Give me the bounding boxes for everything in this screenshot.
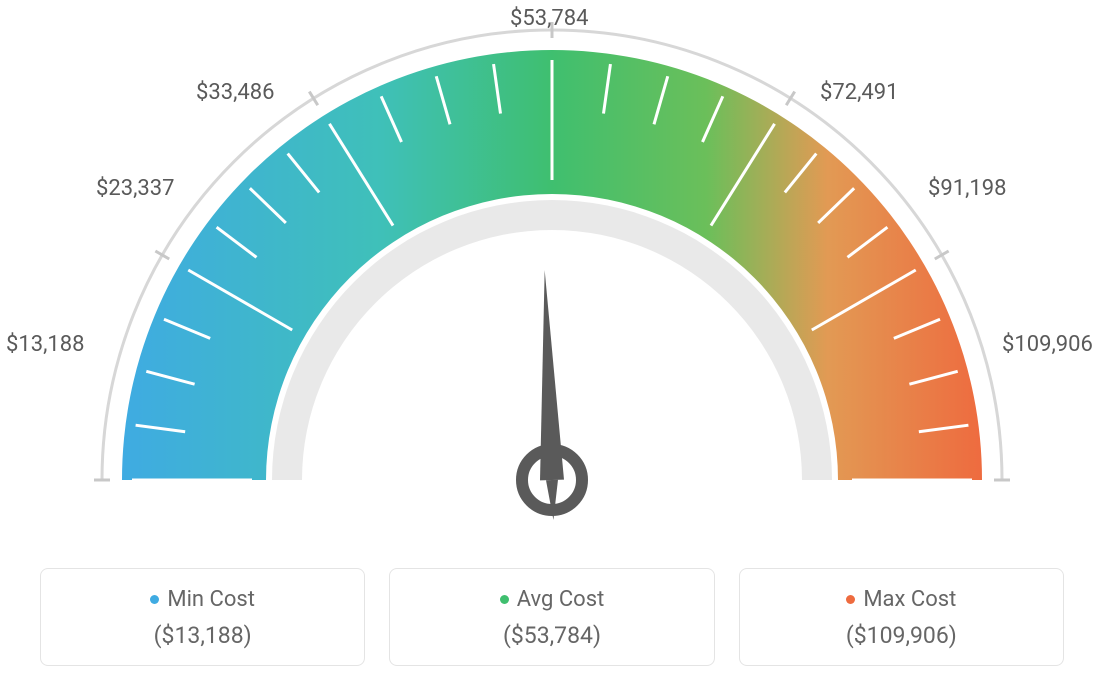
legend-title-text: Min Cost bbox=[167, 587, 255, 612]
legend-title-avg: Avg Cost bbox=[500, 587, 605, 612]
gauge-scale-label: $109,906 bbox=[1002, 332, 1093, 357]
dot-icon bbox=[150, 595, 159, 604]
legend-title-text: Avg Cost bbox=[517, 587, 605, 612]
cost-gauge-chart: $13,188 $23,337 $33,486 $53,784 $72,491 $91,1… bbox=[0, 0, 1104, 560]
legend-title-min: Min Cost bbox=[150, 587, 255, 612]
legend-title-text: Max Cost bbox=[863, 587, 956, 612]
gauge-scale-label: $91,198 bbox=[928, 176, 1007, 201]
legend-card-min: Min Cost ($13,188) bbox=[40, 568, 365, 666]
legend-value-max: ($109,906) bbox=[750, 622, 1053, 649]
legend-value-avg: ($53,784) bbox=[400, 622, 703, 649]
legend-value-min: ($13,188) bbox=[51, 622, 354, 649]
gauge-scale-label: $13,188 bbox=[6, 332, 85, 357]
legend-row: Min Cost ($13,188) Avg Cost ($53,784) Ma… bbox=[40, 568, 1064, 666]
gauge-scale-label: $72,491 bbox=[820, 80, 899, 105]
gauge-scale-label: $23,337 bbox=[96, 176, 175, 201]
gauge-scale-label: $33,486 bbox=[196, 80, 275, 105]
legend-card-avg: Avg Cost ($53,784) bbox=[389, 568, 714, 666]
gauge-svg bbox=[0, 0, 1104, 560]
legend-card-max: Max Cost ($109,906) bbox=[739, 568, 1064, 666]
gauge-scale-label: $53,784 bbox=[510, 6, 589, 31]
dot-icon bbox=[500, 595, 509, 604]
legend-title-max: Max Cost bbox=[846, 587, 956, 612]
dot-icon bbox=[846, 595, 855, 604]
